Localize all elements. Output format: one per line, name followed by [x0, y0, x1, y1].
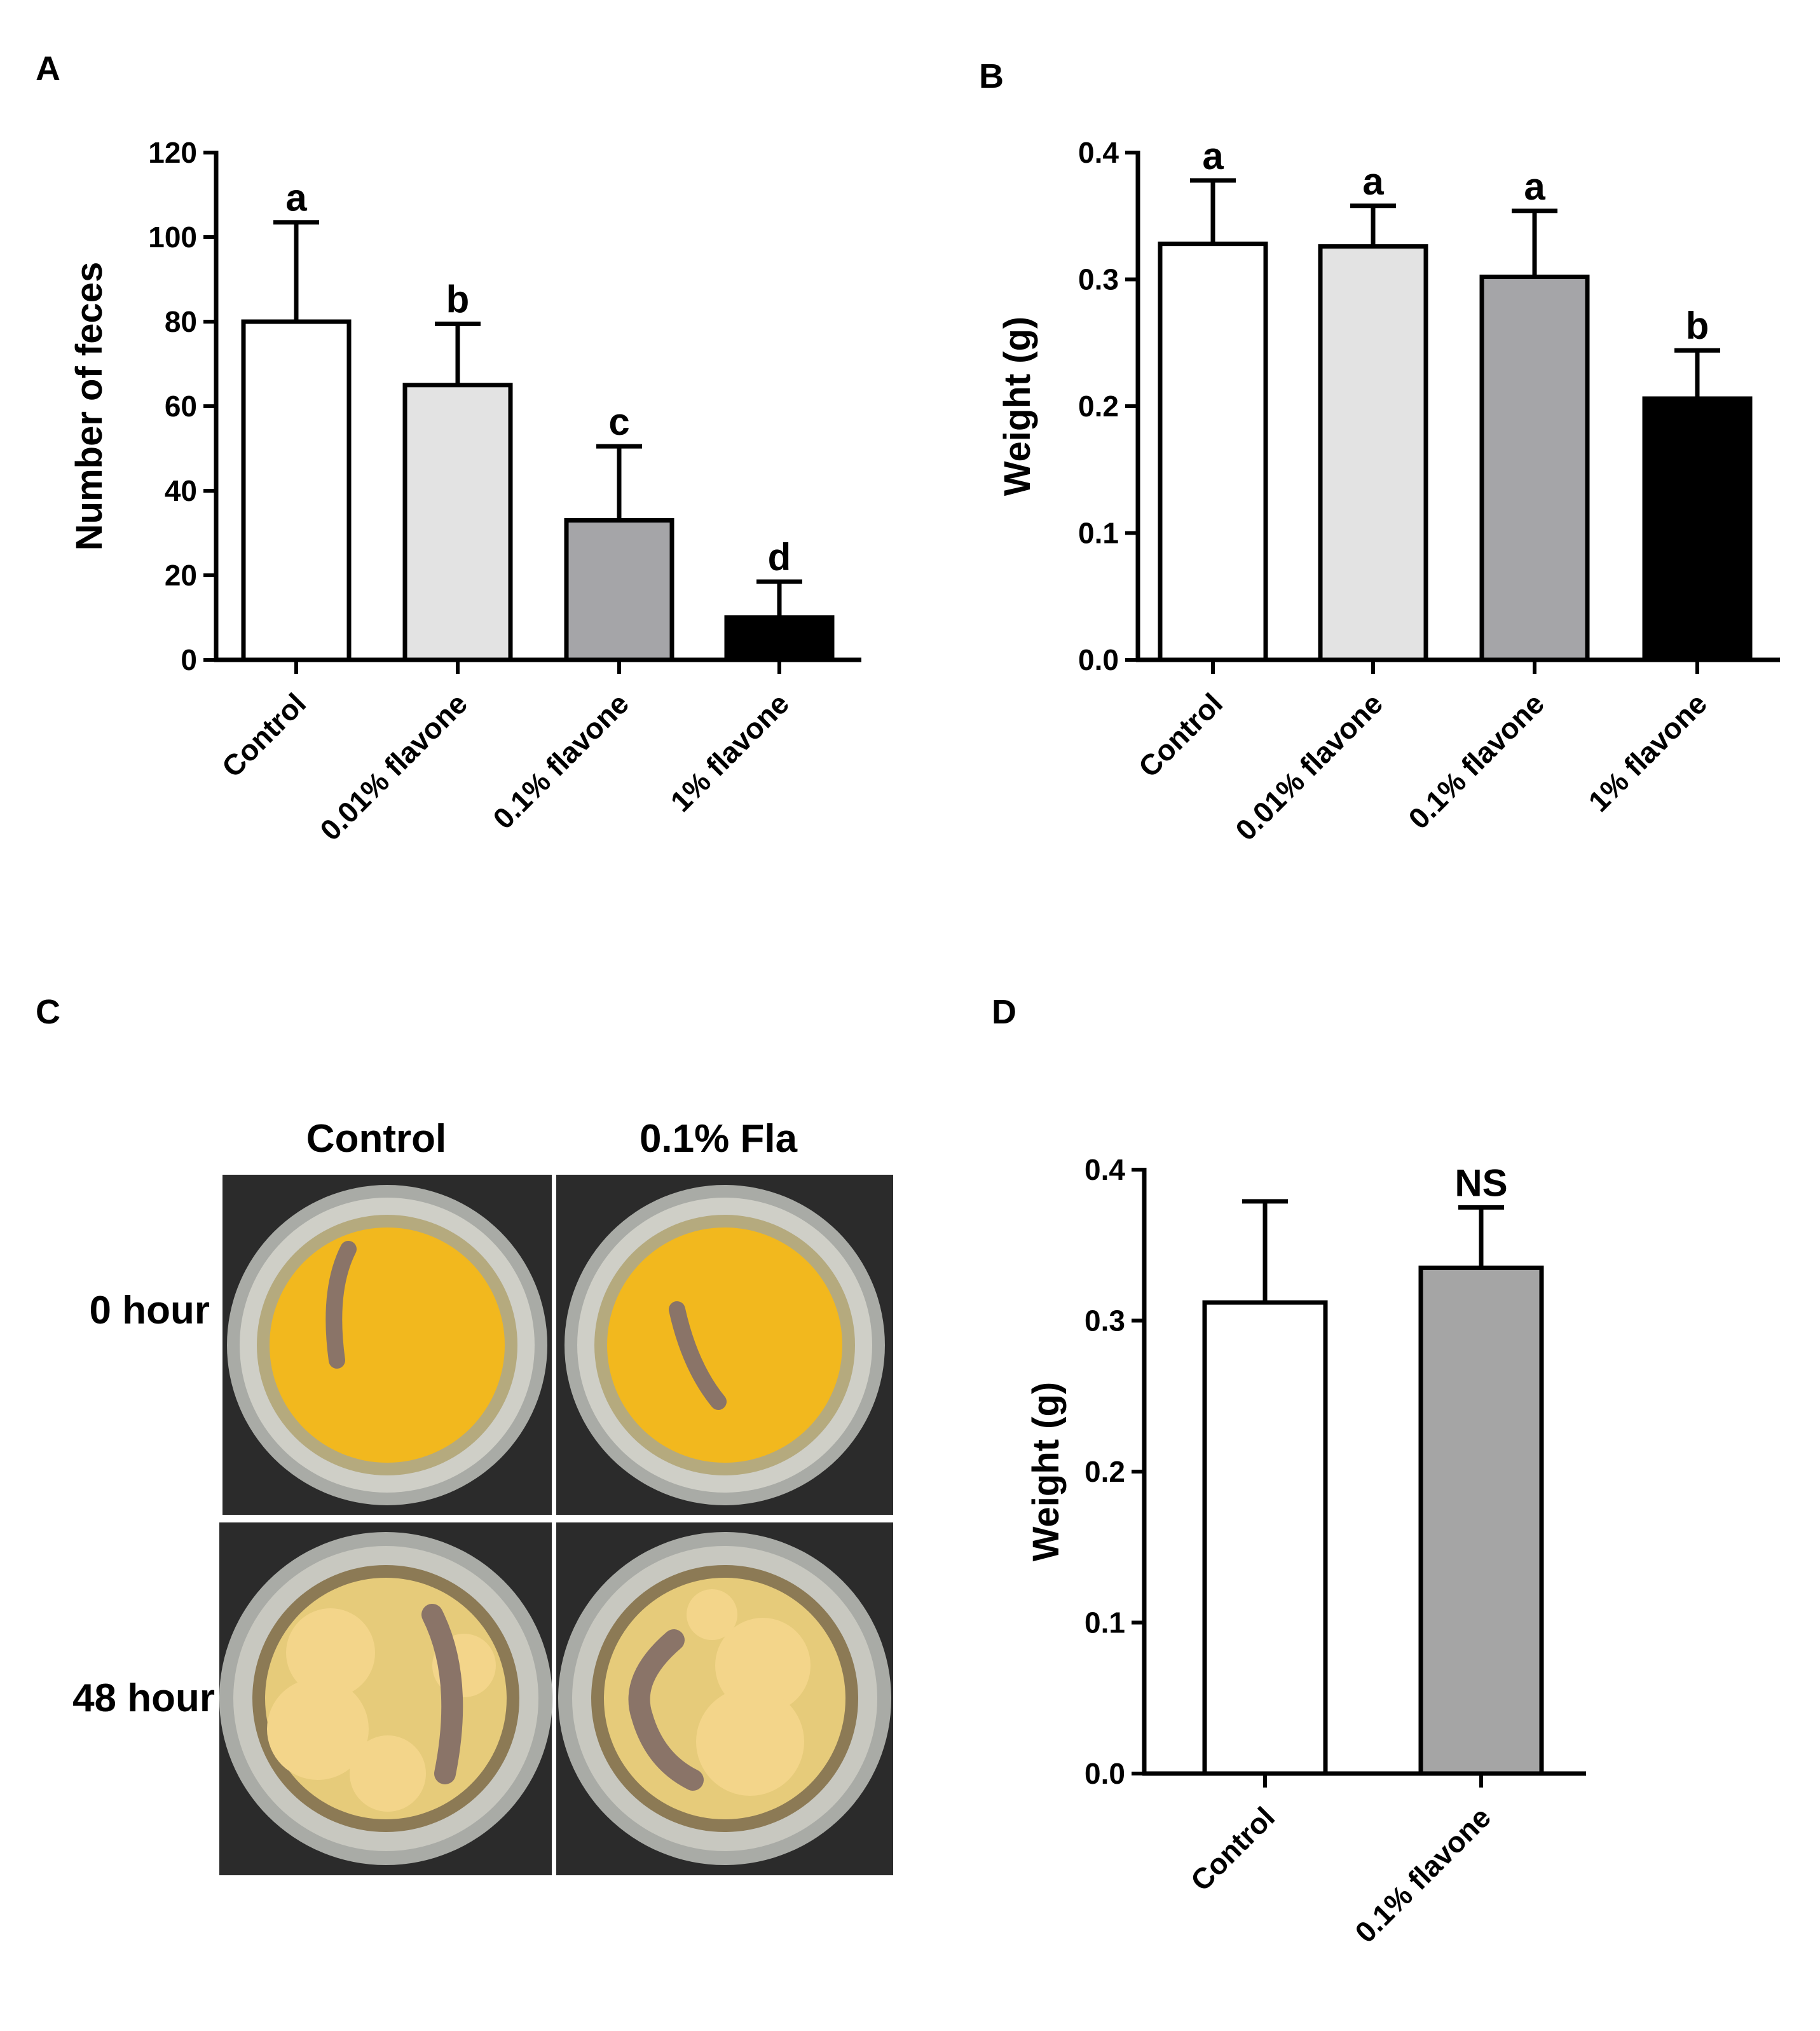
y-tick-label-a: 100 [148, 221, 197, 254]
y-tick-label-b: 0.1 [1078, 517, 1119, 550]
y-tick-label-b: 0.3 [1078, 263, 1119, 296]
y-tick-label-a: 40 [165, 474, 197, 507]
y-tick-label-d: 0.2 [1084, 1455, 1125, 1488]
photo-control-0-hour [222, 1175, 552, 1515]
panel-letter-d: D [992, 993, 1016, 1031]
panel-c-photo-grid: Control 0.1% Fla 0 hour 48 hour [72, 1117, 893, 1875]
category-label-b: Control [1132, 687, 1229, 783]
panel-letter-a: A [36, 50, 60, 88]
bar-d [1202, 1300, 1328, 1776]
chart-a: 0 20 40 60 80 100 120 Number of feces a Control b 0… [69, 136, 861, 847]
significance-letter-b: a [1524, 165, 1545, 208]
y-tick-label-a: 80 [165, 305, 197, 338]
significance-letter-b: a [1202, 135, 1224, 177]
significance-letter-b: a [1362, 160, 1384, 203]
significance-letter-a: d [768, 536, 791, 578]
bar-b [1318, 244, 1428, 662]
y-tick-label-a: 60 [165, 390, 197, 423]
y-axis-label-a: Number of feces [69, 262, 110, 550]
row-label-48-hour: 48 hour [72, 1676, 215, 1720]
y-axis-label-b: Weight (g) [997, 317, 1038, 496]
photo-control-48-hour [219, 1522, 552, 1875]
y-axis-label-d: Weight (g) [1025, 1382, 1067, 1561]
y-tick-label-a: 0 [181, 643, 197, 676]
significance-letter-a: b [446, 278, 470, 320]
category-label-a: Control [216, 687, 312, 783]
bar-a [241, 319, 352, 662]
bar-a [724, 615, 835, 662]
significance-letter-a: c [608, 400, 629, 443]
column-label-fla: 0.1% Fla [640, 1117, 798, 1161]
row-label-0-hour: 0 hour [90, 1289, 210, 1332]
panel-letter-c: C [36, 993, 60, 1031]
bar-b [1479, 275, 1590, 662]
category-label-d: Control [1184, 1800, 1281, 1897]
category-label-d: 0.1% flavone [1348, 1800, 1497, 1949]
photo-fla-48-hour [556, 1522, 893, 1875]
significance-letter-d: NS [1454, 1161, 1507, 1204]
category-label-a: 0.01% flavone [313, 687, 474, 847]
y-tick-label-d: 0.3 [1084, 1304, 1125, 1337]
bar-d [1418, 1265, 1544, 1776]
column-label-control: Control [306, 1117, 446, 1161]
y-tick-label-a: 20 [165, 559, 197, 592]
bar-b [1642, 396, 1753, 662]
photo-fla-0-hour [556, 1175, 893, 1515]
bar-b [1158, 242, 1268, 662]
category-label-a: 1% flavone [664, 687, 795, 818]
category-label-b: 1% flavone [1582, 687, 1713, 818]
significance-letter-a: a [285, 177, 307, 219]
bar-a [402, 383, 513, 662]
y-tick-label-d: 0.4 [1084, 1153, 1125, 1186]
bar-a [564, 518, 674, 662]
y-tick-label-d: 0.0 [1084, 1757, 1125, 1790]
significance-letter-b: b [1686, 304, 1709, 347]
y-tick-label-b: 0.0 [1078, 643, 1119, 676]
y-tick-label-d: 0.1 [1084, 1606, 1125, 1639]
chart-d: 0.0 0.1 0.2 0.3 0.4 Weight (g) Control NS 0.1% f… [1025, 1153, 1586, 1949]
y-tick-label-b: 0.2 [1078, 390, 1119, 423]
panel-letter-b: B [979, 57, 1004, 95]
category-label-b: 0.01% flavone [1229, 687, 1389, 847]
y-tick-label-a: 120 [148, 136, 197, 169]
chart-b: 0.0 0.1 0.2 0.3 0.4 Weight (g) a Control a 0.01% … [997, 135, 1780, 847]
category-label-b: 0.1% flavone [1402, 687, 1550, 835]
category-label-a: 0.1% flavone [486, 687, 635, 835]
y-tick-label-b: 0.4 [1078, 136, 1119, 169]
